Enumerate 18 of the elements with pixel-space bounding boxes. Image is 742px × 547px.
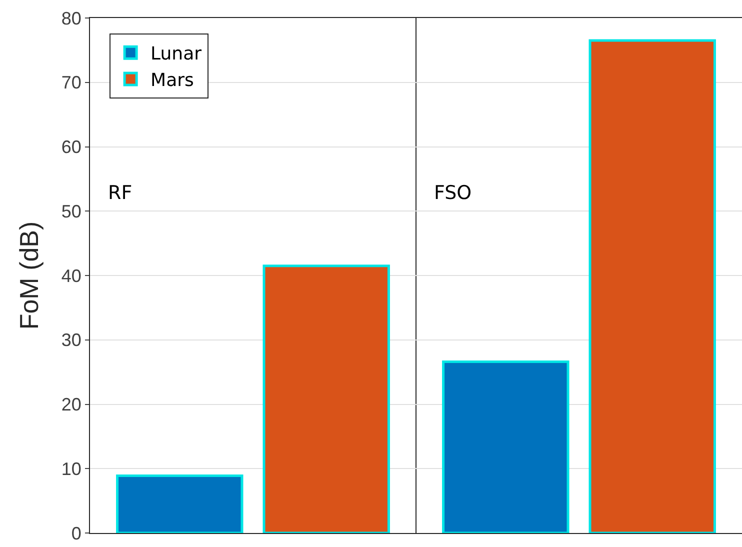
annotation: RF (108, 182, 132, 204)
y-tick-label: 80 (61, 8, 82, 28)
annotation: FSO (434, 182, 472, 204)
y-tick-label: 0 (71, 523, 82, 544)
bar (442, 360, 570, 533)
y-tick-label: 10 (61, 458, 82, 479)
bar (588, 39, 716, 533)
y-tick-label: 60 (61, 137, 82, 158)
y-axis-title: FoM (dB) (14, 221, 44, 330)
y-tick-label: 50 (61, 201, 82, 222)
legend-label: Lunar (150, 44, 202, 65)
y-tick-label: 70 (61, 72, 82, 93)
legend-label: Mars (150, 70, 194, 92)
bar (262, 264, 390, 533)
bar (116, 474, 244, 533)
y-tick-label: 30 (61, 330, 82, 350)
y-tick-label: 20 (61, 394, 82, 415)
y-tick-label: 40 (61, 266, 82, 286)
